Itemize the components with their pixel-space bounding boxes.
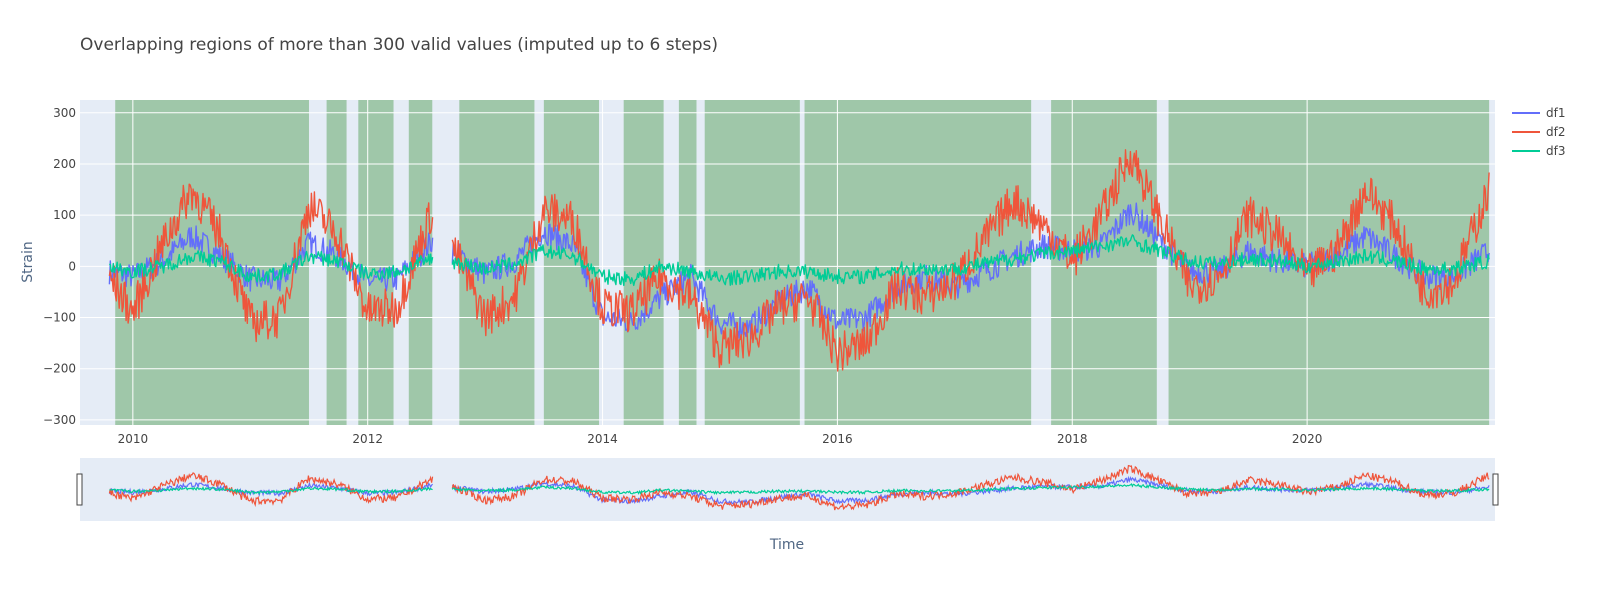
x-tick-label: 2020	[1292, 432, 1323, 446]
highlight-region-8	[678, 100, 697, 425]
legend-item-df3[interactable]: df3	[1512, 144, 1565, 158]
legend-item-df1[interactable]: df1	[1512, 106, 1565, 120]
range-slider-right-handle[interactable]	[1492, 473, 1499, 506]
main-plot[interactable]	[80, 100, 1495, 425]
y-axis-title: Strain	[20, 241, 36, 282]
x-tick-label: 2010	[118, 432, 149, 446]
x-tick-label: 2014	[587, 432, 618, 446]
highlight-region-3	[358, 100, 394, 425]
highlight-region-10	[804, 100, 1032, 425]
series-line-df2	[108, 149, 1490, 372]
highlight-region-9	[704, 100, 800, 425]
highlight-region-11	[1051, 100, 1157, 425]
legend-item-df2[interactable]: df2	[1512, 125, 1565, 139]
x-axis-title: Time	[769, 537, 804, 553]
series-lines	[108, 149, 1490, 372]
slider-line-df3	[109, 482, 1490, 495]
x-tick-label: 2012	[352, 432, 383, 446]
y-tick-label: 100	[53, 208, 76, 222]
y-axis: −300 −200 −100 0 100 200 300	[43, 106, 76, 427]
range-slider-series	[108, 464, 1490, 511]
x-tick-label: 2018	[1057, 432, 1088, 446]
x-axis: 2010 2012 2014 2016 2018 2020	[118, 432, 1323, 446]
legend-label-df2: df2	[1546, 125, 1565, 139]
y-tick-label: −300	[43, 413, 76, 427]
range-slider[interactable]	[76, 458, 1499, 521]
highlight-region-7	[623, 100, 664, 425]
series-line-df3	[108, 234, 1490, 287]
chart-title: Overlapping regions of more than 300 val…	[80, 35, 718, 55]
y-tick-label: 0	[68, 259, 76, 273]
highlight-region-6	[543, 100, 600, 425]
range-slider-left-handle[interactable]	[76, 473, 83, 506]
y-tick-label: −100	[43, 311, 76, 325]
y-tick-label: 200	[53, 157, 76, 171]
legend[interactable]: df1 df2 df3	[1512, 106, 1565, 158]
x-tick-label: 2016	[822, 432, 853, 446]
legend-label-df3: df3	[1546, 144, 1565, 158]
y-tick-label: 300	[53, 106, 76, 120]
legend-label-df1: df1	[1546, 106, 1565, 120]
y-tick-label: −200	[43, 362, 76, 376]
